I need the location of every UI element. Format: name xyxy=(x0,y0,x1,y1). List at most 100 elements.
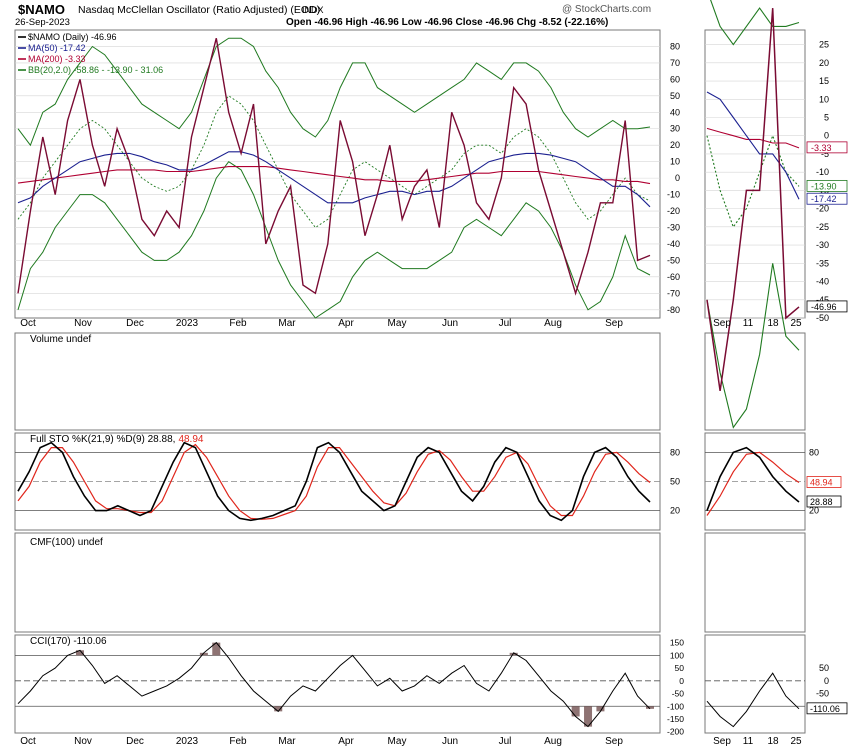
zoom-x-label: 18 xyxy=(767,318,779,329)
zoom-bb-lower xyxy=(706,263,800,429)
cci-extreme-fill xyxy=(274,706,283,712)
bb-lower-line xyxy=(17,161,651,319)
bb-upper-line xyxy=(17,37,651,147)
ma50-line xyxy=(17,151,651,208)
x-axis-label-main: Jul xyxy=(499,318,512,329)
symbol-title: $NAMO xyxy=(18,2,65,17)
x-axis-label-bottom: Oct xyxy=(20,736,36,747)
main-y-tick-label: 60 xyxy=(670,74,680,84)
zoom-y-tick-label: 10 xyxy=(819,94,829,104)
sto-current-box xyxy=(806,495,842,508)
panel-frame-main xyxy=(14,29,661,319)
sto-zoom-y-tick-label: 20 xyxy=(809,506,819,516)
legend-entry: MA(50) -17.42 xyxy=(28,43,86,53)
panel-frame-zoom-cci xyxy=(704,634,806,734)
zoom-y-tick-label: -50 xyxy=(816,313,829,323)
zoom-y-tick-label: -45 xyxy=(816,295,829,305)
main-y-tick-label: -20 xyxy=(667,206,680,216)
sto-k-line xyxy=(17,441,651,522)
zoom-x-label-bottom: 18 xyxy=(767,736,779,747)
cci-y-tick-label: -150 xyxy=(667,714,684,724)
zoom-namo xyxy=(706,8,800,392)
current-value-box xyxy=(806,179,848,192)
cci-extreme-fill xyxy=(212,642,221,656)
x-axis-label-bottom: Mar xyxy=(278,736,296,747)
zoom-sto-k xyxy=(706,446,800,511)
main-y-tick-label: 40 xyxy=(670,107,680,117)
panel-frame-zoom-main xyxy=(704,29,806,319)
gridlines xyxy=(15,44,805,707)
namo-price-line xyxy=(17,38,651,296)
zoom-y-tick-label: -5 xyxy=(821,149,829,159)
cci-zoom-y-tick-label: -50 xyxy=(816,689,829,699)
x-axis-label-bottom: Aug xyxy=(544,736,562,747)
current-value-box xyxy=(806,141,848,154)
cci-y-tick-label: -200 xyxy=(667,727,684,737)
main-y-tick-label: 30 xyxy=(670,124,680,134)
cci-zoom-y-tick-label: 50 xyxy=(819,663,829,673)
sto-y-tick-label: 50 xyxy=(670,477,680,487)
x-axis-label-bottom: May xyxy=(388,736,407,747)
cmf-title: CMF(100) undef xyxy=(30,537,103,548)
zoom-sto-d xyxy=(706,451,800,516)
x-axis-label-main: Mar xyxy=(278,318,296,329)
current-value-label: -17.42 xyxy=(811,194,837,204)
x-axis-label-main: Sep xyxy=(605,318,623,329)
main-y-tick-label: -50 xyxy=(667,255,680,265)
cci-y-tick-label: 150 xyxy=(670,638,684,648)
zoom-y-tick-label: 15 xyxy=(819,76,829,86)
panel-frame-cci xyxy=(14,634,661,734)
x-axis-label-bottom: Apr xyxy=(338,736,354,747)
zoom-y-tick-label: 25 xyxy=(819,40,829,50)
sto-current-box xyxy=(806,476,842,488)
zoom-y-tick-label: -25 xyxy=(816,222,829,232)
zoom-y-tick-label: -30 xyxy=(816,240,829,250)
zoom-y-tick-label: -40 xyxy=(816,277,829,287)
sto-title-d-value: 48.94 xyxy=(178,434,203,445)
x-axis-label-main: Aug xyxy=(544,318,562,329)
sto-title: Full STO %K(21,9) %D(9) 28.88, 48.94 xyxy=(30,434,204,445)
current-value-label: -46.96 xyxy=(811,302,837,312)
chart-date: 26-Sep-2023 xyxy=(15,17,70,28)
cci-zoom-y-tick-label: 0 xyxy=(824,676,829,686)
main-y-tick-label: 10 xyxy=(670,157,680,167)
cci-current-label: -110.06 xyxy=(810,704,840,714)
watermark: @ StockCharts.com xyxy=(562,4,651,15)
cci-extreme-fill xyxy=(646,706,654,709)
zoom-y-tick-label: -20 xyxy=(816,204,829,214)
x-axis-label-main: 2023 xyxy=(176,318,199,329)
x-axis-label-bottom: Nov xyxy=(74,736,92,747)
symbol-description: Nasdaq McClellan Oscillator (Ratio Adjus… xyxy=(78,4,320,16)
main-y-tick-label: -10 xyxy=(667,190,680,200)
series-lines xyxy=(17,0,800,728)
cci-y-tick-label: 50 xyxy=(675,663,685,673)
main-y-tick-label: -80 xyxy=(667,305,680,315)
text-labels: $NAMO Nasdaq McClellan Oscillator (Ratio… xyxy=(15,2,651,647)
current-value-box xyxy=(806,300,848,313)
cci-title: CCI(170) -110.06 xyxy=(30,636,107,647)
main-y-tick-label: -30 xyxy=(667,222,680,232)
cci-extreme-fill xyxy=(75,650,84,656)
sto-y-tick-label: 80 xyxy=(670,447,680,457)
cci-extreme-fill xyxy=(509,652,518,656)
cci-y-tick-label: -50 xyxy=(672,689,685,699)
x-axis-label-bottom: Dec xyxy=(126,736,144,747)
x-axis-label-main: Apr xyxy=(338,318,354,329)
panel-frames xyxy=(14,29,806,734)
cci-y-tick-label: 0 xyxy=(679,676,684,686)
current-value-box xyxy=(806,192,848,205)
x-axis-label-bottom: Jun xyxy=(442,736,458,747)
x-axis-label-main: Oct xyxy=(20,318,36,329)
zoom-y-tick-label: -10 xyxy=(816,167,829,177)
sto-zoom-y-tick-label: 80 xyxy=(809,447,819,457)
volume-title: Volume undef xyxy=(30,334,91,345)
x-axis-label-bottom: 2023 xyxy=(176,736,199,747)
zoom-x-label-bottom: 11 xyxy=(743,736,754,747)
zoom-ma50 xyxy=(706,91,800,200)
main-y-tick-label: -60 xyxy=(667,272,680,282)
zoom-bb-upper xyxy=(710,0,800,46)
legend-entry: MA(200) -3.33 xyxy=(28,54,86,64)
cci-y-tick-label: 100 xyxy=(670,650,684,660)
zoom-x-label: 25 xyxy=(790,318,802,329)
